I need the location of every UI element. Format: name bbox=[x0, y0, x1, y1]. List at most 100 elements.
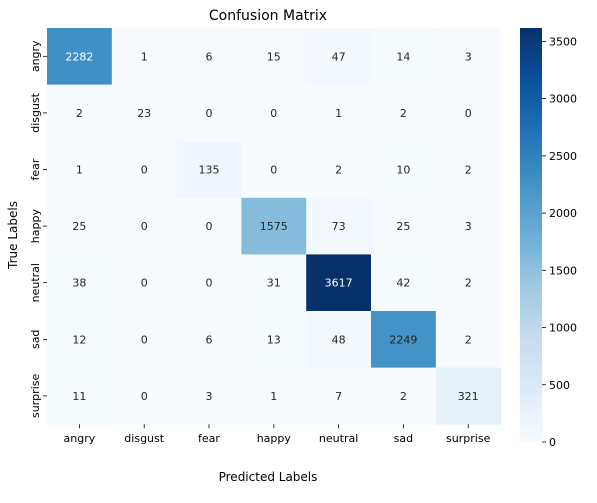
heatmap-cell bbox=[306, 28, 372, 86]
y-tick-label: disgust bbox=[29, 92, 42, 132]
colorbar-tick-label: 1000 bbox=[549, 322, 577, 335]
heatmap-cell bbox=[111, 28, 178, 86]
cell-annotation: 0 bbox=[270, 107, 277, 120]
heatmap-cell bbox=[47, 84, 113, 142]
heatmap-cell bbox=[241, 311, 307, 369]
cell-annotation: 31 bbox=[267, 277, 281, 290]
cell-annotation: 0 bbox=[465, 107, 472, 120]
colorbar-ticks: 0 500 1000 1500 2000 2500 3000 3500 bbox=[542, 35, 577, 449]
heatmap-cell bbox=[176, 367, 242, 425]
y-tick-label: neutral bbox=[29, 263, 42, 302]
cell-annotation: 0 bbox=[141, 220, 148, 233]
cell-annotation: 42 bbox=[396, 277, 410, 290]
cell-annotation: 0 bbox=[141, 164, 148, 177]
y-tick-label: fear bbox=[29, 158, 42, 180]
cell-annotations: 2282 1 6 15 47 14 32 23 0 0 1 2 01 0 135 0 2 10 225 0 0 1575 7… bbox=[65, 50, 478, 403]
x-tick-label: fear bbox=[198, 432, 220, 445]
y-tick-label: angry bbox=[29, 40, 42, 72]
cell-annotation: 12 bbox=[72, 333, 86, 346]
heatmap-cell bbox=[306, 254, 372, 312]
colorbar-tick-label: 0 bbox=[549, 436, 556, 449]
cell-annotation: 7 bbox=[335, 390, 342, 403]
x-tick-label: happy bbox=[257, 432, 292, 445]
heatmap-cell bbox=[371, 367, 437, 425]
cell-annotation: 15 bbox=[267, 50, 281, 63]
cell-annotation: 2 bbox=[400, 390, 407, 403]
cell-annotation: 0 bbox=[141, 277, 148, 290]
heatmap-cell bbox=[435, 141, 502, 199]
cell-annotation: 3 bbox=[465, 50, 472, 63]
cell-annotation: 1575 bbox=[260, 220, 288, 233]
heatmap-cell bbox=[306, 141, 372, 199]
heatmap-cell bbox=[435, 84, 502, 142]
heatmap-cell bbox=[47, 254, 113, 312]
heatmap-cell bbox=[176, 84, 242, 142]
heatmap-cell bbox=[435, 197, 502, 255]
cell-annotation: 2282 bbox=[65, 50, 93, 63]
heatmap-cell bbox=[176, 197, 242, 255]
heatmap-cell bbox=[241, 254, 307, 312]
cell-annotation: 0 bbox=[141, 333, 148, 346]
heatmap-cell bbox=[306, 197, 372, 255]
heatmap-cell bbox=[111, 254, 178, 312]
chart-title: Confusion Matrix bbox=[209, 8, 327, 24]
heatmap-cell bbox=[111, 311, 178, 369]
cell-annotation: 1 bbox=[141, 50, 148, 63]
heatmap-cell bbox=[47, 141, 113, 199]
cell-annotation: 73 bbox=[332, 220, 346, 233]
heatmap-cell bbox=[435, 367, 502, 425]
cell-annotation: 3 bbox=[206, 390, 213, 403]
cell-annotation: 13 bbox=[267, 333, 281, 346]
heatmap-cell bbox=[176, 141, 242, 199]
heatmap-cell bbox=[435, 254, 502, 312]
heatmap-cell bbox=[306, 311, 372, 369]
heatmap-cell bbox=[47, 28, 113, 86]
cell-annotation: 6 bbox=[206, 333, 213, 346]
heatmap-cell bbox=[176, 311, 242, 369]
colorbar-tick-label: 500 bbox=[549, 379, 570, 392]
heatmap-cell bbox=[47, 197, 113, 255]
cell-annotation: 2 bbox=[465, 164, 472, 177]
heatmap-cell bbox=[306, 84, 372, 142]
cell-annotation: 47 bbox=[332, 50, 346, 63]
x-axis-ticks: angry disgust fear happy neutral sad surprise bbox=[64, 424, 491, 445]
heatmap-cell bbox=[176, 254, 242, 312]
cell-annotation: 0 bbox=[206, 277, 213, 290]
cell-annotation: 321 bbox=[458, 390, 479, 403]
cell-annotation: 14 bbox=[396, 50, 410, 63]
cell-annotation: 0 bbox=[206, 220, 213, 233]
cell-annotation: 3617 bbox=[325, 277, 353, 290]
heatmap-cell bbox=[176, 28, 242, 86]
heatmap-cell bbox=[47, 311, 113, 369]
cell-annotation: 0 bbox=[206, 107, 213, 120]
cell-annotation: 2 bbox=[76, 107, 83, 120]
cell-annotation: 48 bbox=[332, 333, 346, 346]
cell-annotation: 11 bbox=[72, 390, 86, 403]
colorbar-tick-label: 1500 bbox=[549, 264, 577, 277]
colorbar-tick-label: 3000 bbox=[549, 93, 577, 106]
cell-annotation: 2 bbox=[465, 333, 472, 346]
y-tick-label: happy bbox=[29, 209, 42, 244]
cell-annotation: 1 bbox=[335, 107, 342, 120]
cell-annotation: 23 bbox=[137, 107, 151, 120]
x-axis-label: Predicted Labels bbox=[219, 470, 318, 484]
cell-annotation: 0 bbox=[270, 164, 277, 177]
cell-annotation: 38 bbox=[72, 277, 86, 290]
cell-annotation: 25 bbox=[72, 220, 86, 233]
heatmap-cell bbox=[371, 197, 437, 255]
cell-annotation: 25 bbox=[396, 220, 410, 233]
heatmap-cell bbox=[241, 197, 307, 255]
heatmap-cell bbox=[47, 367, 113, 425]
y-axis-label: True Labels bbox=[6, 201, 20, 270]
heatmap-cell bbox=[241, 367, 307, 425]
heatmap-cell bbox=[241, 84, 307, 142]
cell-annotation: 1 bbox=[76, 164, 83, 177]
cell-annotation: 10 bbox=[396, 164, 410, 177]
heatmap-cell bbox=[111, 367, 178, 425]
heatmap-cell bbox=[371, 84, 437, 142]
heatmap-cell bbox=[111, 141, 178, 199]
y-axis-ticks: angry disgust fear happy neutral sad surprise bbox=[29, 40, 47, 418]
heatmap-cell bbox=[435, 311, 502, 369]
cell-annotation: 2 bbox=[400, 107, 407, 120]
